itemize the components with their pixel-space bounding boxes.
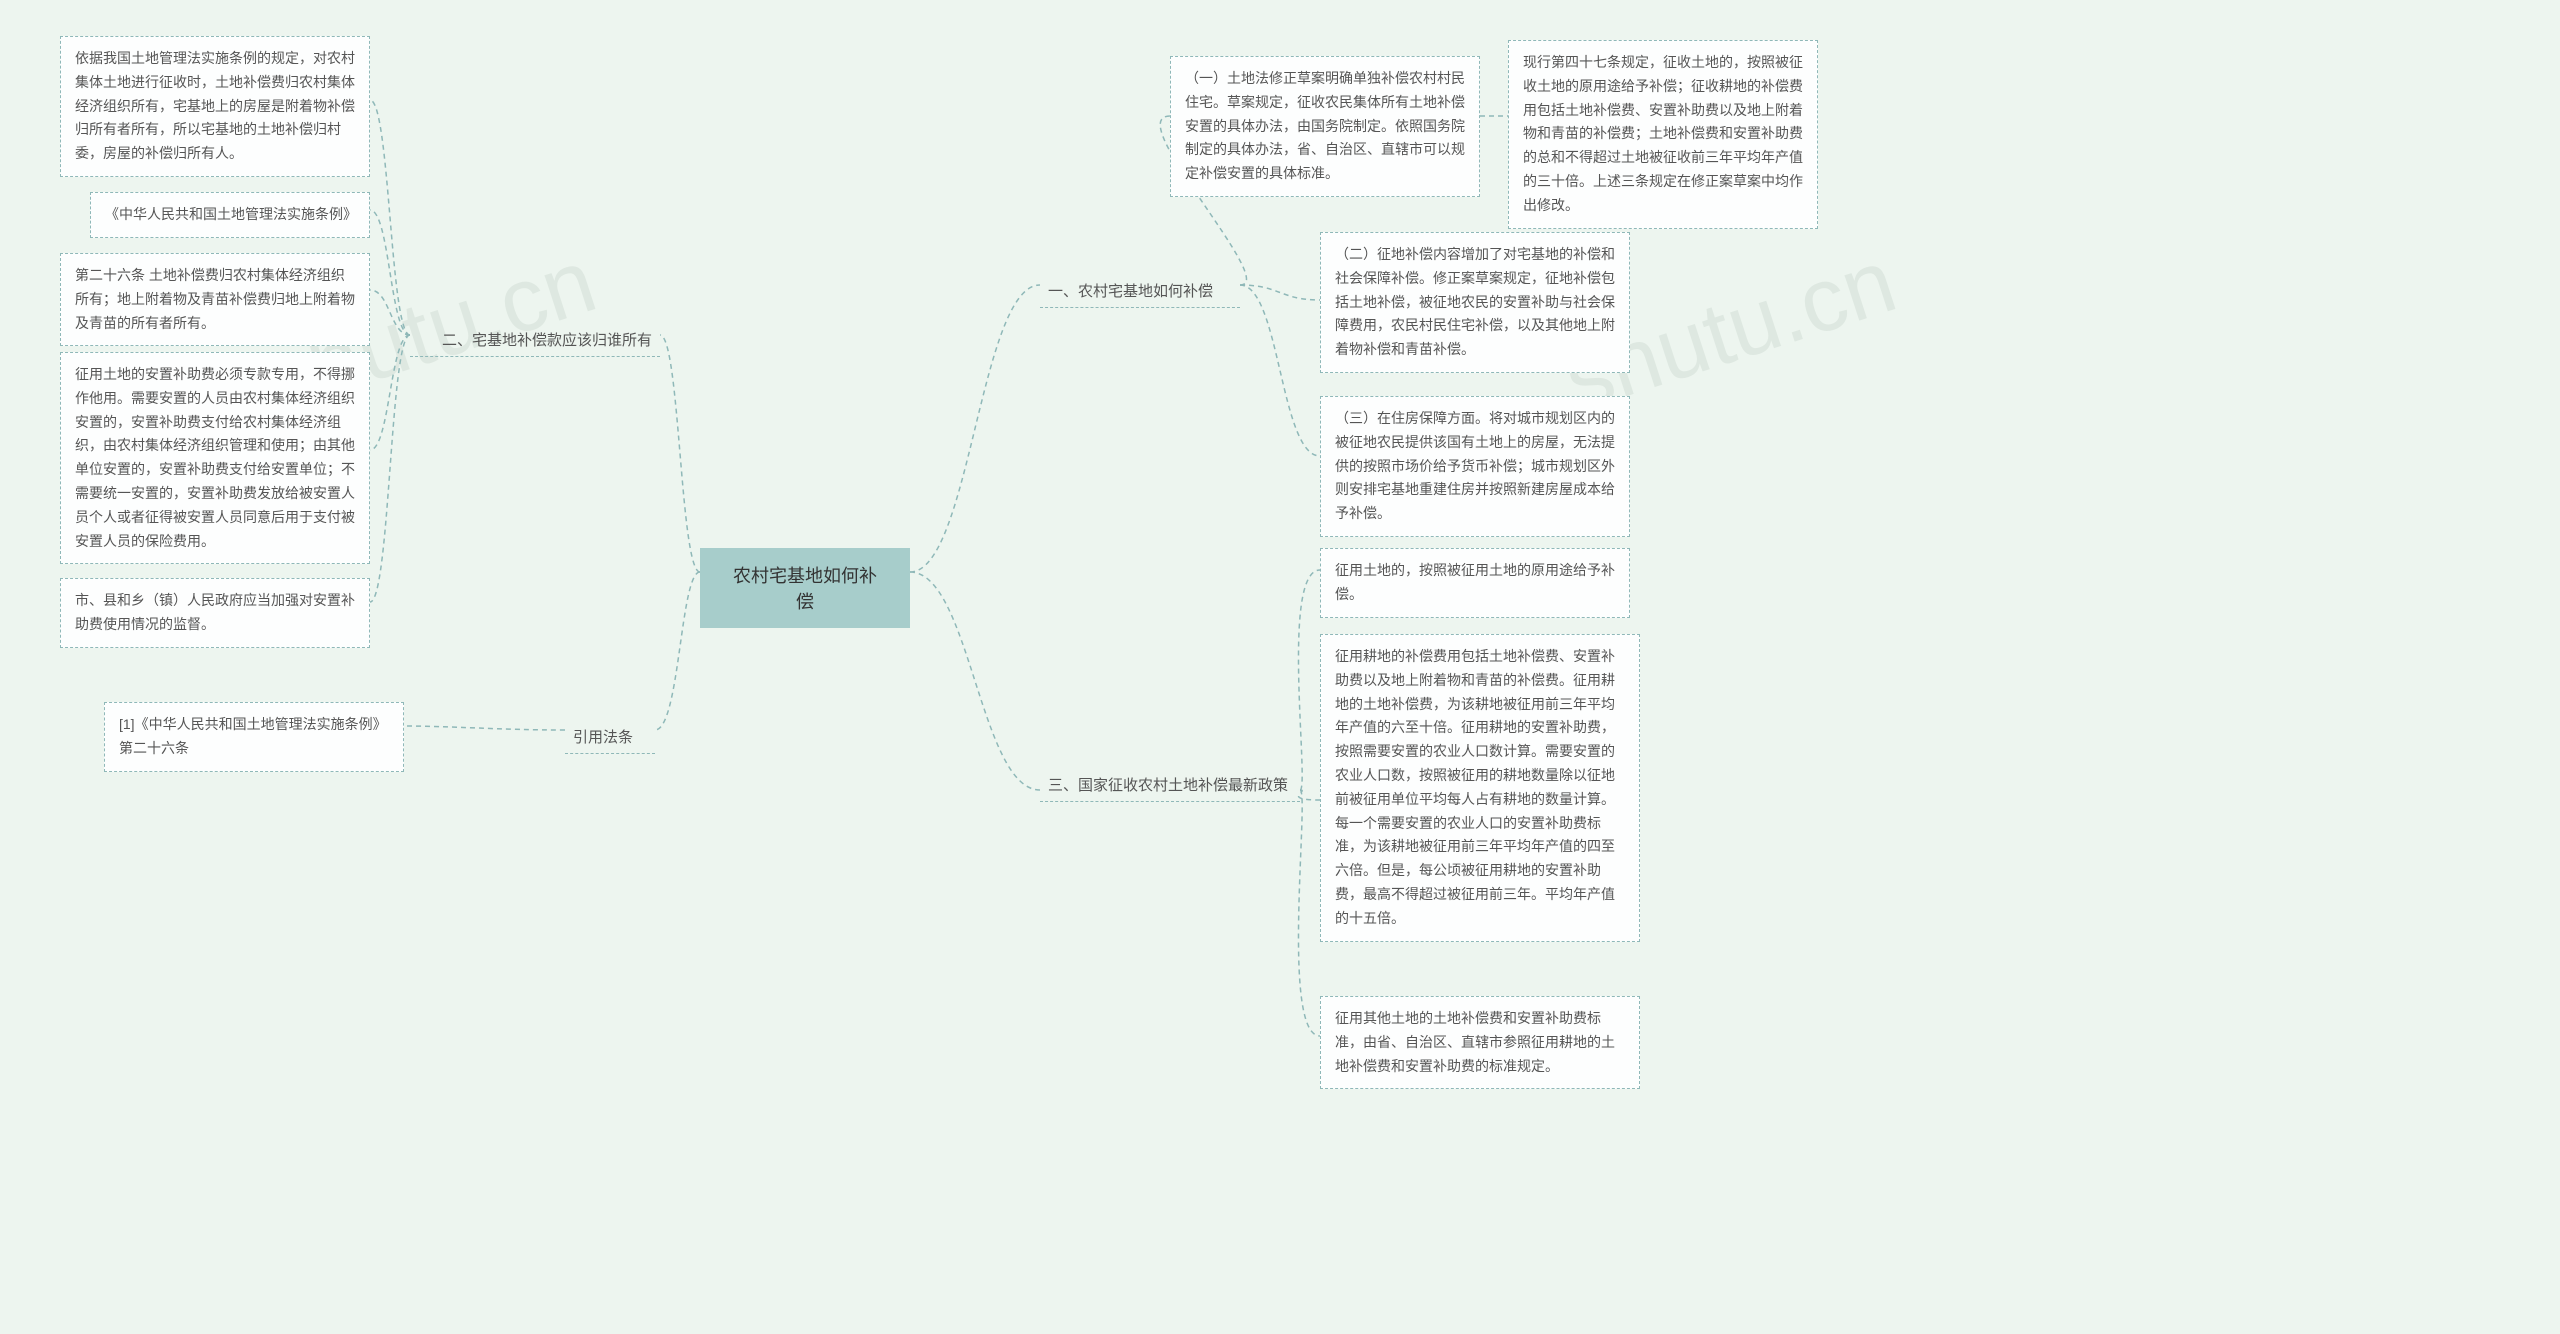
leaf-node: （三）在住房保障方面。将对城市规划区内的被征地农民提供该国有土地上的房屋，无法提… bbox=[1320, 396, 1630, 537]
leaf-node: （二）征地补偿内容增加了对宅基地的补偿和社会保障补偿。修正案草案规定，征地补偿包… bbox=[1320, 232, 1630, 373]
leaf-node: 市、县和乡（镇）人民政府应当加强对安置补助费使用情况的监督。 bbox=[60, 578, 370, 648]
branch-section-1: 一、农村宅基地如何补偿 bbox=[1040, 274, 1240, 308]
leaf-node: 征用其他土地的土地补偿费和安置补助费标准，由省、自治区、直辖市参照征用耕地的土地… bbox=[1320, 996, 1640, 1089]
leaf-node: 第二十六条 土地补偿费归农村集体经济组织所有；地上附着物及青苗补偿费归地上附着物… bbox=[60, 253, 370, 346]
leaf-node: 征用耕地的补偿费用包括土地补偿费、安置补助费以及地上附着物和青苗的补偿费。征用耕… bbox=[1320, 634, 1640, 942]
connector-lines bbox=[0, 0, 2560, 1334]
leaf-node: 《中华人民共和国土地管理法实施条例》 bbox=[90, 192, 370, 238]
branch-section-3: 三、国家征收农村土地补偿最新政策 bbox=[1040, 768, 1300, 802]
leaf-node: 征用土地的，按照被征用土地的原用途给予补偿。 bbox=[1320, 548, 1630, 618]
root-node: 农村宅基地如何补偿 bbox=[700, 548, 910, 628]
leaf-node: （一）土地法修正草案明确单独补偿农村村民住宅。草案规定，征收农民集体所有土地补偿… bbox=[1170, 56, 1480, 197]
branch-references: 引用法条 bbox=[565, 720, 655, 754]
leaf-node: 依据我国土地管理法实施条例的规定，对农村集体土地进行征收时，土地补偿费归农村集体… bbox=[60, 36, 370, 177]
leaf-node: [1]《中华人民共和国土地管理法实施条例》第二十六条 bbox=[104, 702, 404, 772]
leaf-node: 现行第四十七条规定，征收土地的，按照被征收土地的原用途给予补偿；征收耕地的补偿费… bbox=[1508, 40, 1818, 229]
leaf-node: 征用土地的安置补助费必须专款专用，不得挪作他用。需要安置的人员由农村集体经济组织… bbox=[60, 352, 370, 564]
branch-section-2: 二、宅基地补偿款应该归谁所有 bbox=[410, 323, 660, 357]
